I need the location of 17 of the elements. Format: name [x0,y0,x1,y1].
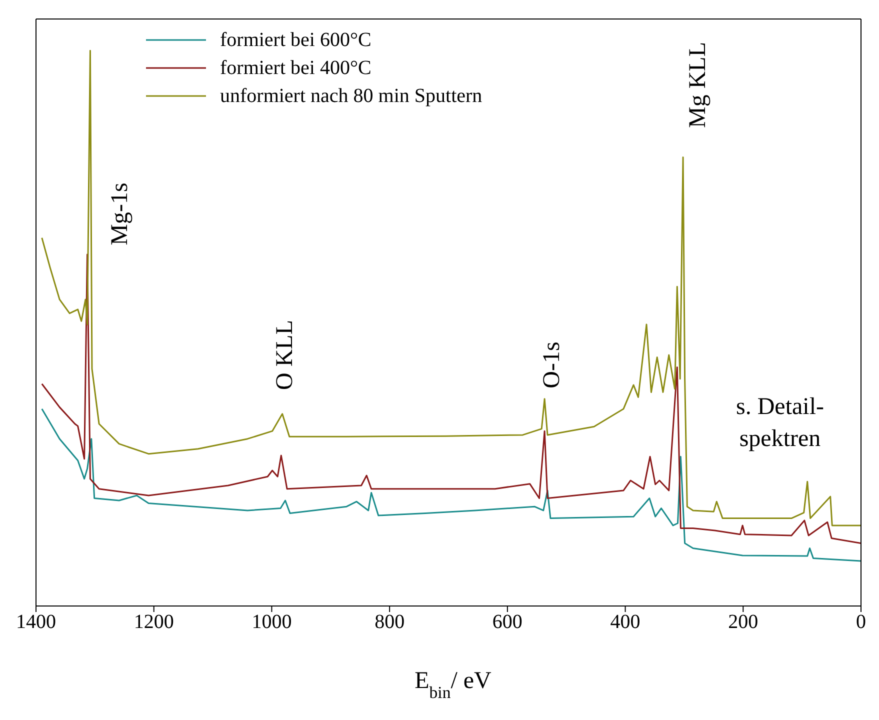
annotation: Mg KLL [685,42,711,128]
legend-label: formiert bei 400°C [220,56,372,80]
x-tick-label: 200 [728,611,758,634]
annotation: s. Detail- spektren [736,394,824,452]
x-tick-label: 0 [856,611,866,634]
x-tick-label: 600 [492,611,522,634]
annotation: Mg-1s [107,182,133,246]
x-tick-label: 1200 [134,611,174,634]
x-tick-label: 1000 [252,611,292,634]
x-tick-label: 400 [610,611,640,634]
annotation: O KLL [272,320,298,390]
legend-label: unformiert nach 80 min Sputtern [220,84,482,108]
x-axis-title: E$_{bin}$/ eV [414,668,492,702]
annotation: O-1s [539,342,565,388]
legend-label: formiert bei 600°C [220,28,372,52]
x-tick-label: 1400 [16,611,56,634]
x-tick-label: 800 [374,611,405,634]
